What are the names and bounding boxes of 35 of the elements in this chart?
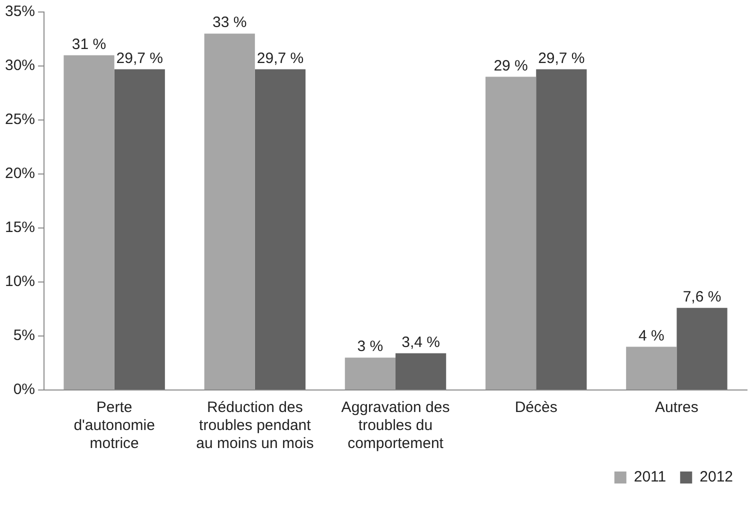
x-tick-label: Décès	[514, 399, 558, 416]
x-tick-label: Aggravation des troubles du comportement	[341, 399, 450, 452]
bar	[396, 353, 446, 390]
bar	[204, 34, 255, 390]
data-label: 3 %	[357, 338, 384, 356]
bar	[114, 69, 165, 390]
bar	[676, 308, 728, 390]
data-label: 3,4 %	[402, 334, 440, 351]
y-tick-label: 20%	[4, 165, 36, 182]
x-tick-label: Réduction des troubles pendant au moins un mois	[196, 399, 314, 452]
bar	[254, 69, 306, 390]
data-label: 29 %	[494, 57, 528, 74]
y-tick-label: 10%	[4, 273, 36, 290]
data-label: 29,7 %	[538, 50, 585, 67]
data-label: 33 %	[212, 14, 247, 32]
data-label: 4 %	[638, 327, 664, 344]
y-tick-label: 30%	[4, 57, 36, 74]
bar	[344, 358, 396, 390]
y-tick-label: 35%	[4, 3, 36, 20]
x-tick-label: Perte d'autonomie motrice	[74, 399, 155, 452]
x-tick-label: Autres	[655, 399, 698, 416]
data-label: 29,7 %	[256, 50, 304, 67]
legend-label: 2011	[634, 468, 666, 486]
bar	[64, 55, 114, 390]
y-tick-label: 5%	[13, 327, 36, 344]
data-label: 29,7 %	[116, 50, 163, 67]
legend-label: 2012	[700, 468, 734, 486]
bar	[485, 76, 536, 390]
bar	[626, 346, 677, 390]
data-label: 7,6 %	[682, 288, 722, 306]
bar	[536, 69, 587, 390]
y-tick-label: 15%	[4, 219, 36, 236]
data-label: 31 %	[72, 36, 106, 53]
y-tick-label: 0%	[13, 381, 36, 398]
y-tick-label: 25%	[4, 111, 36, 128]
